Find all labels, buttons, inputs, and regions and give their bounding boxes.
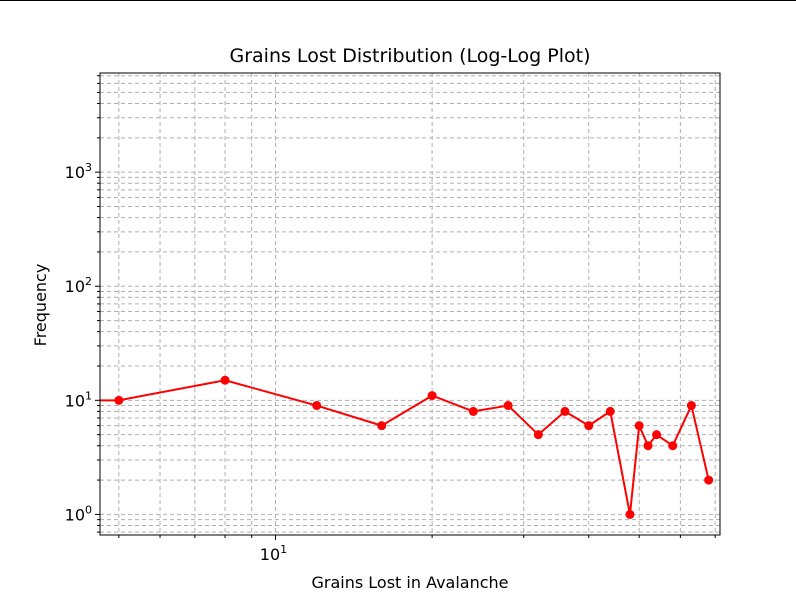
data-point <box>668 441 678 451</box>
data-point <box>220 375 230 385</box>
x-tick-label: 101 <box>260 543 287 564</box>
data-point <box>686 401 696 411</box>
data-point <box>652 430 662 440</box>
data-markers <box>114 375 714 519</box>
data-point <box>625 509 635 519</box>
data-point <box>560 406 570 416</box>
data-point <box>704 475 714 485</box>
y-tick-label: 101 <box>65 389 92 410</box>
gridlines <box>100 73 720 535</box>
data-point <box>503 401 513 411</box>
chart-title: Grains Lost Distribution (Log-Log Plot) <box>230 45 591 67</box>
data-point <box>634 421 644 431</box>
y-tick-label: 102 <box>65 275 92 296</box>
data-point <box>643 441 653 451</box>
plot-frame <box>99 72 721 536</box>
data-point <box>468 406 478 416</box>
data-point <box>584 421 594 431</box>
y-axis-label: Frequency <box>31 264 50 347</box>
y-tick-label: 103 <box>65 161 92 182</box>
x-axis-label: Grains Lost in Avalanche <box>311 573 508 592</box>
data-point <box>312 401 322 411</box>
data-point <box>533 430 543 440</box>
data-point <box>377 421 387 431</box>
y-tick-label: 100 <box>65 503 92 524</box>
data-point <box>605 406 615 416</box>
top-border-line <box>0 0 796 1</box>
axis-ticks: 101 100 101 102 103 <box>65 75 716 564</box>
data-point <box>427 391 437 401</box>
data-point <box>114 395 124 405</box>
